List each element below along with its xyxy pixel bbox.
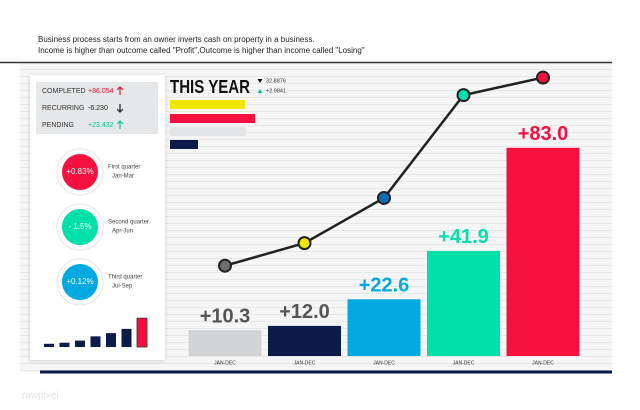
legend-marker (257, 79, 263, 83)
quarter-period: Jan-Mar (112, 174, 134, 180)
bar (427, 250, 500, 356)
quarter-value: +0.12% (66, 277, 93, 286)
header-line: Business process starts from an owner in… (38, 35, 315, 44)
stat-label: RECURRING (42, 105, 84, 112)
quarter-value: - 1.5% (68, 222, 91, 231)
quarter-circle (60, 207, 100, 247)
h-bar (170, 127, 246, 136)
trend-point (456, 88, 471, 103)
section-title: THIS YEAR (170, 77, 250, 97)
arrow-icon (116, 86, 124, 95)
stat-value: -6.230 (88, 105, 108, 112)
bar (506, 147, 580, 356)
bar (188, 330, 262, 356)
stat-label: COMPLETED (42, 88, 86, 95)
trend-point (377, 190, 391, 205)
arrow-icon (116, 104, 124, 113)
stats-box (36, 82, 158, 134)
header-line: Income is higher than outcome called "Pr… (38, 46, 365, 55)
quarter-name: Third quarter (108, 275, 142, 281)
quarter-value: +0.83% (66, 167, 93, 176)
mini-bar (106, 333, 116, 347)
quarter-period: Jul-Sep (112, 284, 133, 290)
quarter-period: Apr-Jun (112, 229, 133, 235)
value-label: +41.9 (438, 226, 489, 248)
bar (347, 299, 421, 356)
h-bar (170, 100, 245, 109)
mini-bar (75, 340, 85, 347)
trend-point (218, 258, 232, 273)
x-tick-label: JAN-DEC (294, 360, 316, 366)
bar (268, 325, 341, 356)
h-bar (170, 140, 198, 149)
quarter-circle (60, 262, 100, 302)
h-bar (170, 114, 255, 123)
x-tick-label: JAN-DEC (532, 360, 554, 366)
legend-marker (257, 89, 263, 93)
legend-label: 32.8876 (266, 78, 286, 84)
trend-point (297, 236, 312, 251)
legend-label: +2.9841 (266, 88, 286, 94)
mini-bar (136, 317, 148, 348)
x-tick-label: JAN-DEC (373, 360, 395, 366)
value-label: +12.0 (279, 301, 330, 323)
mini-bar (90, 336, 101, 347)
value-label: +22.6 (359, 275, 410, 297)
x-tick-label: JAN-DEC (214, 360, 236, 366)
watermark: rawpixel (22, 391, 59, 402)
quarter-name: First quarter (108, 165, 140, 171)
x-tick-label: JAN-DEC (453, 360, 475, 366)
value-label: +10.3 (200, 305, 251, 327)
mini-bar (59, 342, 70, 347)
quarter-circle (60, 152, 100, 192)
trend-point (536, 70, 550, 85)
value-label: +83.0 (518, 123, 569, 145)
mini-bar (121, 328, 132, 347)
stat-value: +86.054 (88, 88, 114, 95)
stat-value: +23.432 (88, 122, 114, 129)
stat-label: PENDING (42, 122, 74, 129)
quarter-name: Second quarter (108, 220, 149, 226)
mini-bar (44, 343, 54, 347)
arrow-icon (116, 120, 124, 129)
